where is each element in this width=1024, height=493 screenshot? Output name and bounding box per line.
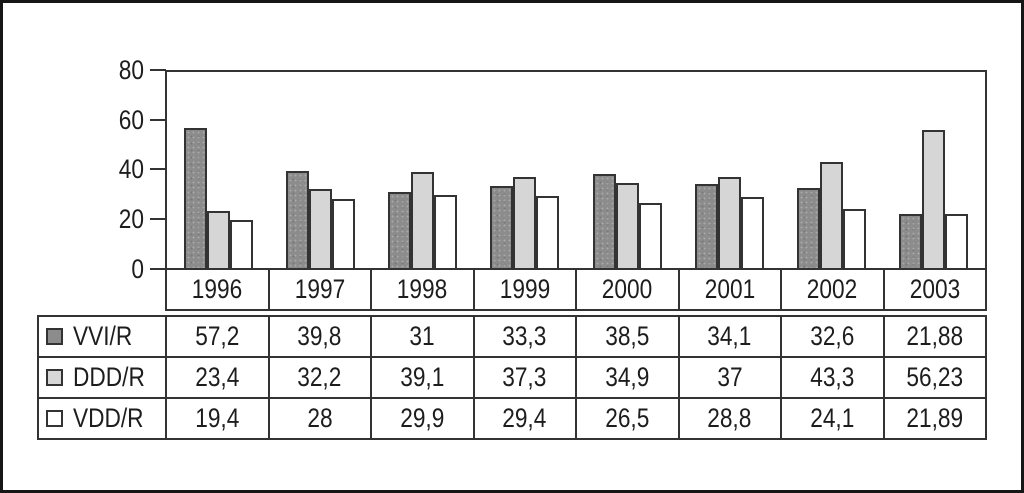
y-tick-mark bbox=[150, 218, 166, 220]
bar-group-1998 bbox=[372, 72, 474, 268]
bar-ddd-r-2003 bbox=[922, 130, 946, 268]
y-tick-mark bbox=[150, 168, 166, 170]
legend-swatch-vvi-r bbox=[46, 328, 63, 345]
value-cell: 43,3 bbox=[782, 358, 885, 399]
bar-ddd-r-1998 bbox=[411, 172, 435, 268]
year-cell: 2001 bbox=[679, 270, 782, 311]
bar-vvi-r-1996 bbox=[183, 127, 207, 268]
year-cell: 2003 bbox=[884, 270, 987, 311]
bar-vdd-r-2000 bbox=[638, 203, 662, 268]
value-cell: 28 bbox=[269, 399, 372, 440]
bar-group-2000 bbox=[576, 72, 678, 268]
y-axis-label: 80 bbox=[118, 55, 144, 85]
bar-vdd-r-1997 bbox=[331, 199, 355, 268]
value-cell: 19,4 bbox=[167, 399, 270, 440]
bar-group-1999 bbox=[474, 72, 576, 268]
bar-ddd-r-2001 bbox=[717, 177, 741, 268]
value-cell: 29,4 bbox=[474, 399, 577, 440]
bar-group-1996 bbox=[167, 72, 269, 268]
value-cell: 21,89 bbox=[884, 399, 987, 440]
year-cell: 1998 bbox=[372, 270, 475, 311]
value-cell: 24,1 bbox=[782, 399, 885, 440]
value-cell: 21,88 bbox=[884, 317, 987, 358]
bar-ddd-r-2002 bbox=[820, 161, 844, 268]
y-tick-mark bbox=[150, 69, 166, 71]
legend-vdd-r: VDD/R bbox=[39, 399, 167, 440]
bar-ddd-r-1997 bbox=[308, 189, 332, 268]
value-cell: 23,4 bbox=[167, 358, 270, 399]
value-cell: 39,1 bbox=[372, 358, 475, 399]
value-cell: 37,3 bbox=[474, 358, 577, 399]
bars-container bbox=[167, 72, 985, 268]
legend-label: DDD/R bbox=[73, 362, 145, 392]
value-cell: 29,9 bbox=[372, 399, 475, 440]
value-cell: 37 bbox=[679, 358, 782, 399]
value-cell: 34,1 bbox=[679, 317, 782, 358]
data-table: VVI/R 57,2 39,8 31 33,3 38,5 34,1 32,6 2… bbox=[37, 315, 987, 440]
bar-vdd-r-1996 bbox=[229, 220, 253, 268]
bar-group-2003 bbox=[883, 72, 985, 268]
value-cell: 26,5 bbox=[577, 399, 680, 440]
y-tick-mark bbox=[150, 119, 166, 121]
bar-ddd-r-1999 bbox=[513, 176, 537, 268]
bar-vvi-r-2001 bbox=[694, 184, 718, 268]
bar-ddd-r-2000 bbox=[615, 182, 639, 268]
bar-vdd-r-2003 bbox=[945, 214, 969, 268]
bar-vdd-r-1998 bbox=[434, 194, 458, 268]
bar-vdd-r-1999 bbox=[536, 195, 560, 268]
year-header-row: 1996 1997 1998 1999 2000 2001 2002 2003 bbox=[165, 270, 987, 311]
value-cell: 38,5 bbox=[577, 317, 680, 358]
year-cell: 2002 bbox=[782, 270, 885, 311]
y-axis-label: 20 bbox=[118, 204, 144, 234]
bar-vvi-r-2000 bbox=[592, 173, 616, 268]
y-axis-label: 40 bbox=[118, 154, 144, 184]
bar-vvi-r-1998 bbox=[388, 192, 412, 268]
bar-vvi-r-1997 bbox=[285, 170, 309, 268]
year-cell: 2000 bbox=[577, 270, 680, 311]
bar-vvi-r-1999 bbox=[490, 186, 514, 268]
value-cell: 56,23 bbox=[884, 358, 987, 399]
value-cell: 31 bbox=[372, 317, 475, 358]
bar-vvi-r-2002 bbox=[797, 188, 821, 268]
value-cell: 32,6 bbox=[782, 317, 885, 358]
value-cell: 57,2 bbox=[167, 317, 270, 358]
value-cell: 32,2 bbox=[269, 358, 372, 399]
legend-label: VVI/R bbox=[73, 321, 133, 351]
bar-vdd-r-2001 bbox=[740, 197, 764, 268]
legend-label: VDD/R bbox=[73, 403, 144, 433]
value-cell: 39,8 bbox=[269, 317, 372, 358]
plot-area bbox=[165, 70, 987, 270]
bar-group-1997 bbox=[269, 72, 371, 268]
bar-group-2002 bbox=[781, 72, 883, 268]
legend-vvi-r: VVI/R bbox=[39, 317, 167, 358]
year-cell: 1997 bbox=[269, 270, 372, 311]
value-cell: 28,8 bbox=[679, 399, 782, 440]
y-tick-mark bbox=[150, 268, 166, 270]
value-cell: 34,9 bbox=[577, 358, 680, 399]
bar-vvi-r-2003 bbox=[899, 214, 923, 268]
y-axis-label: 0 bbox=[131, 254, 144, 284]
value-cell: 33,3 bbox=[474, 317, 577, 358]
legend-swatch-vdd-r bbox=[46, 410, 63, 427]
y-axis-label: 60 bbox=[118, 105, 144, 135]
bar-vdd-r-2002 bbox=[843, 208, 867, 268]
bar-ddd-r-1996 bbox=[206, 210, 230, 268]
legend-swatch-ddd-r bbox=[46, 369, 63, 386]
legend-ddd-r: DDD/R bbox=[39, 358, 167, 399]
bar-group-2001 bbox=[678, 72, 780, 268]
year-cell: 1999 bbox=[474, 270, 577, 311]
year-cell: 1996 bbox=[167, 270, 270, 311]
